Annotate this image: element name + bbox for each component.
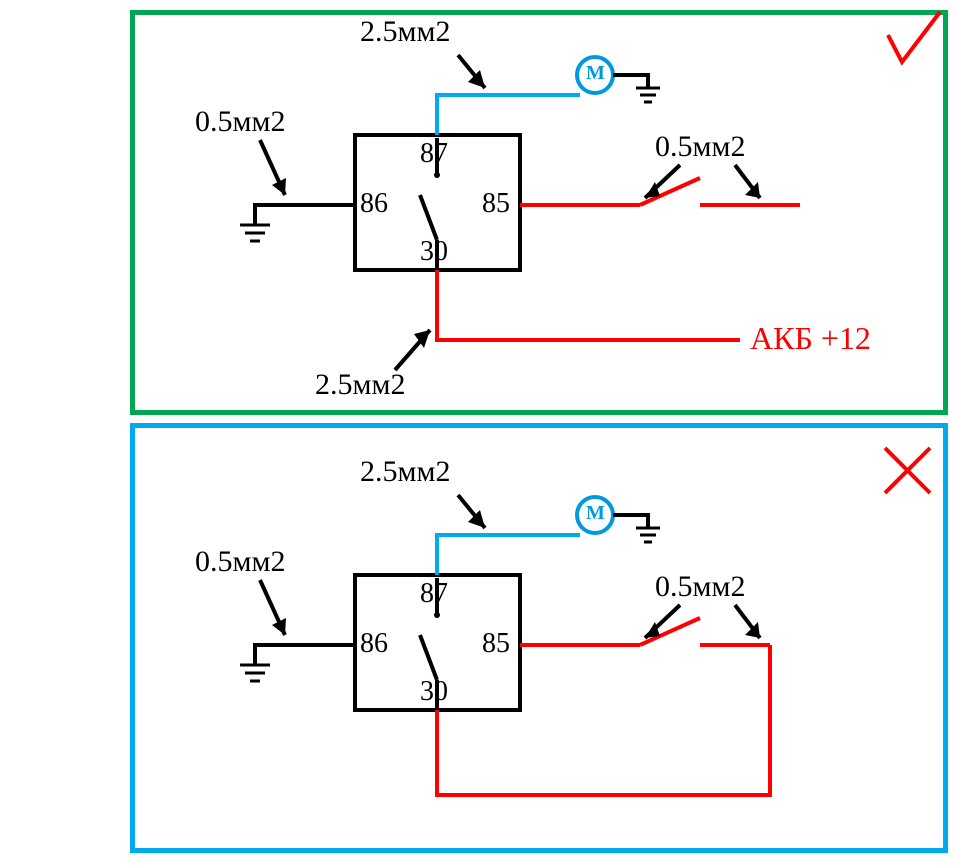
label-bottom-86-wire: 0.5мм2 — [195, 545, 285, 579]
pin-30-bottom: 30 — [420, 676, 448, 708]
motor-letter-bottom: M — [586, 502, 605, 525]
bottom-diagram-svg — [0, 0, 960, 866]
label-bottom-87-wire: 2.5мм2 — [360, 455, 450, 489]
diagram-canvas: 2.5мм2 0.5мм2 0.5мм2 2.5мм2 АКБ +12 87 8… — [0, 0, 960, 866]
pin-85-bottom: 85 — [482, 628, 510, 660]
wire-87-motor-bottom — [437, 535, 580, 575]
wire-86-ground-bottom — [255, 645, 355, 665]
wire-30-loop-bottom — [437, 645, 770, 795]
pin-87-bottom: 87 — [420, 578, 448, 610]
pin-86-bottom: 86 — [360, 628, 388, 660]
label-bottom-85-wire: 0.5мм2 — [655, 570, 745, 604]
